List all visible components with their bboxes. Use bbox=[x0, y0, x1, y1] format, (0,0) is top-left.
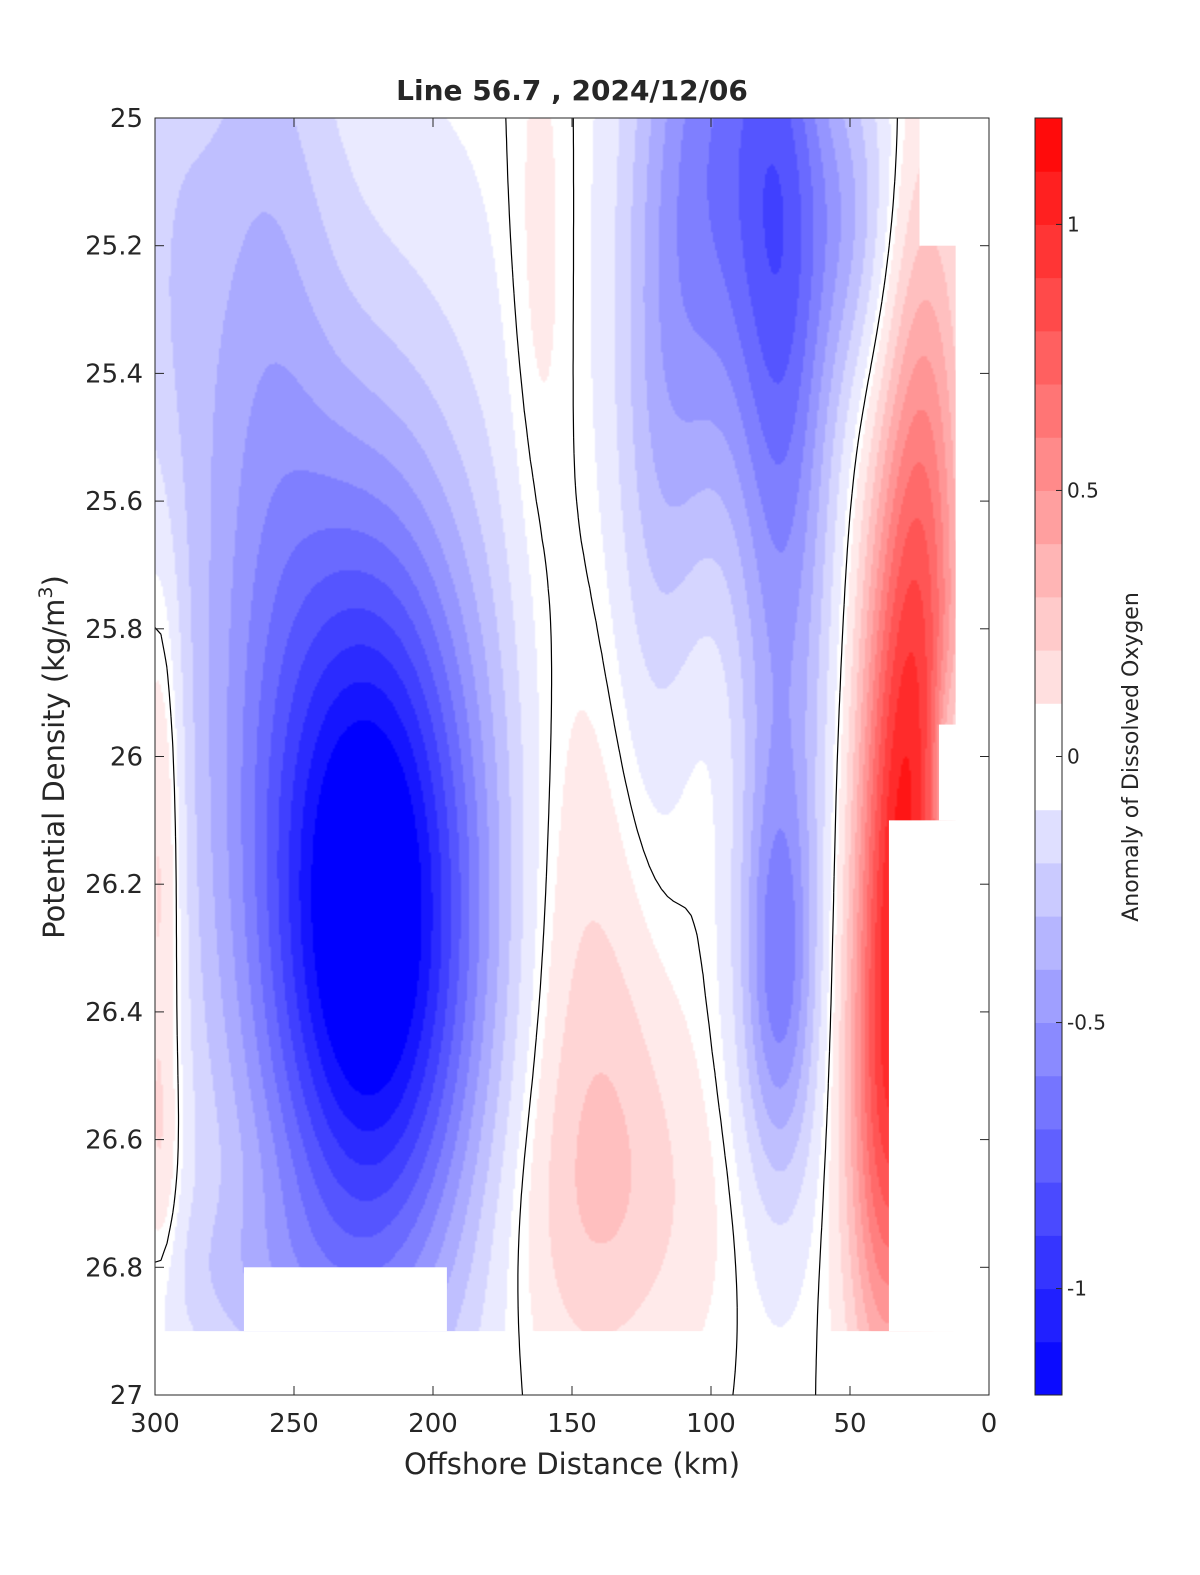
colorbar-band bbox=[1035, 543, 1062, 598]
x-tick-label: 150 bbox=[547, 1409, 597, 1439]
x-tick-label: 100 bbox=[686, 1409, 736, 1439]
no-data-mask bbox=[155, 118, 989, 1395]
colorbar-tick-label: 0 bbox=[1067, 745, 1080, 769]
x-tick-label: 250 bbox=[269, 1409, 319, 1439]
y-tick-label: 26.6 bbox=[85, 1126, 143, 1156]
colorbar-tick-label: 1 bbox=[1067, 212, 1080, 236]
colorbar-band bbox=[1035, 596, 1062, 651]
colorbar-band bbox=[1035, 703, 1062, 757]
y-tick-label: 26.2 bbox=[85, 870, 143, 900]
y-axis-label-superscript: 3 bbox=[35, 586, 57, 598]
y-tick-label: 25.2 bbox=[85, 232, 143, 262]
y-tick-label: 25 bbox=[110, 104, 143, 134]
x-tick-label: 200 bbox=[408, 1409, 458, 1439]
no-data-region bbox=[938, 724, 989, 821]
x-tick-label: 50 bbox=[833, 1409, 866, 1439]
colorbar-label: Anomaly of Dissolved Oxygen bbox=[1119, 592, 1144, 922]
no-data-region bbox=[155, 1331, 989, 1395]
colorbar-band bbox=[1035, 1022, 1062, 1077]
colorbar-band bbox=[1035, 1341, 1062, 1396]
y-tick-label: 25.6 bbox=[85, 487, 143, 517]
y-axis-label-main: Potential Density (kg/m bbox=[37, 599, 71, 939]
x-axis-label: Offshore Distance (km) bbox=[404, 1447, 740, 1481]
colorbar-band bbox=[1035, 756, 1062, 811]
colorbar-band bbox=[1035, 384, 1062, 438]
colorbar-band bbox=[1035, 1288, 1062, 1343]
colorbar-band bbox=[1035, 969, 1062, 1024]
x-tick-label: 0 bbox=[981, 1409, 998, 1439]
colorbar-band bbox=[1035, 171, 1062, 225]
colorbar-band bbox=[1035, 1182, 1062, 1236]
y-axis-label: Potential Density (kg/m3) bbox=[35, 575, 71, 939]
x-tick-label: 300 bbox=[130, 1409, 180, 1439]
colorbar-band bbox=[1035, 650, 1062, 704]
colorbar-band bbox=[1035, 118, 1062, 172]
colorbar-band bbox=[1035, 490, 1062, 545]
y-tick-label: 26.8 bbox=[85, 1253, 143, 1283]
colorbar-band bbox=[1035, 1128, 1062, 1183]
colorbar-band bbox=[1035, 1075, 1062, 1130]
colorbar-band bbox=[1035, 277, 1062, 332]
colorbar-band bbox=[1035, 862, 1062, 917]
colorbar-band bbox=[1035, 809, 1062, 864]
y-tick-label: 25.8 bbox=[85, 615, 143, 645]
no-data-region bbox=[919, 118, 989, 246]
plot-area bbox=[155, 118, 989, 1395]
no-data-region bbox=[243, 1267, 447, 1332]
colorbar-tick-label: 0.5 bbox=[1067, 478, 1099, 502]
y-tick-label: 26 bbox=[110, 743, 143, 773]
anomaly-field bbox=[155, 118, 989, 1395]
axes: 300 250 200 150 100 50 0 25 25.2 25.4 25.6 25.8 26 26… bbox=[85, 104, 997, 1439]
y-tick-label: 26.4 bbox=[85, 998, 143, 1028]
y-tick-label: 27 bbox=[110, 1381, 143, 1411]
colorbar-band bbox=[1035, 916, 1062, 970]
y-tick-label: 25.4 bbox=[85, 359, 143, 389]
colorbar-band bbox=[1035, 330, 1062, 385]
chart-title: Line 56.7 , 2024/12/06 bbox=[396, 74, 748, 107]
colorbar-tick-label: -0.5 bbox=[1067, 1011, 1106, 1035]
y-axis-label-close: ) bbox=[37, 575, 71, 586]
zero-contour-line bbox=[155, 118, 898, 1395]
colorbar-tick-label: -1 bbox=[1067, 1277, 1087, 1301]
colorbar-band bbox=[1035, 224, 1062, 279]
colorbar-band bbox=[1035, 437, 1062, 491]
colorbar: 1 0.5 0 -0.5 -1 bbox=[1034, 117, 1106, 1396]
colorbar-band bbox=[1035, 1235, 1062, 1290]
